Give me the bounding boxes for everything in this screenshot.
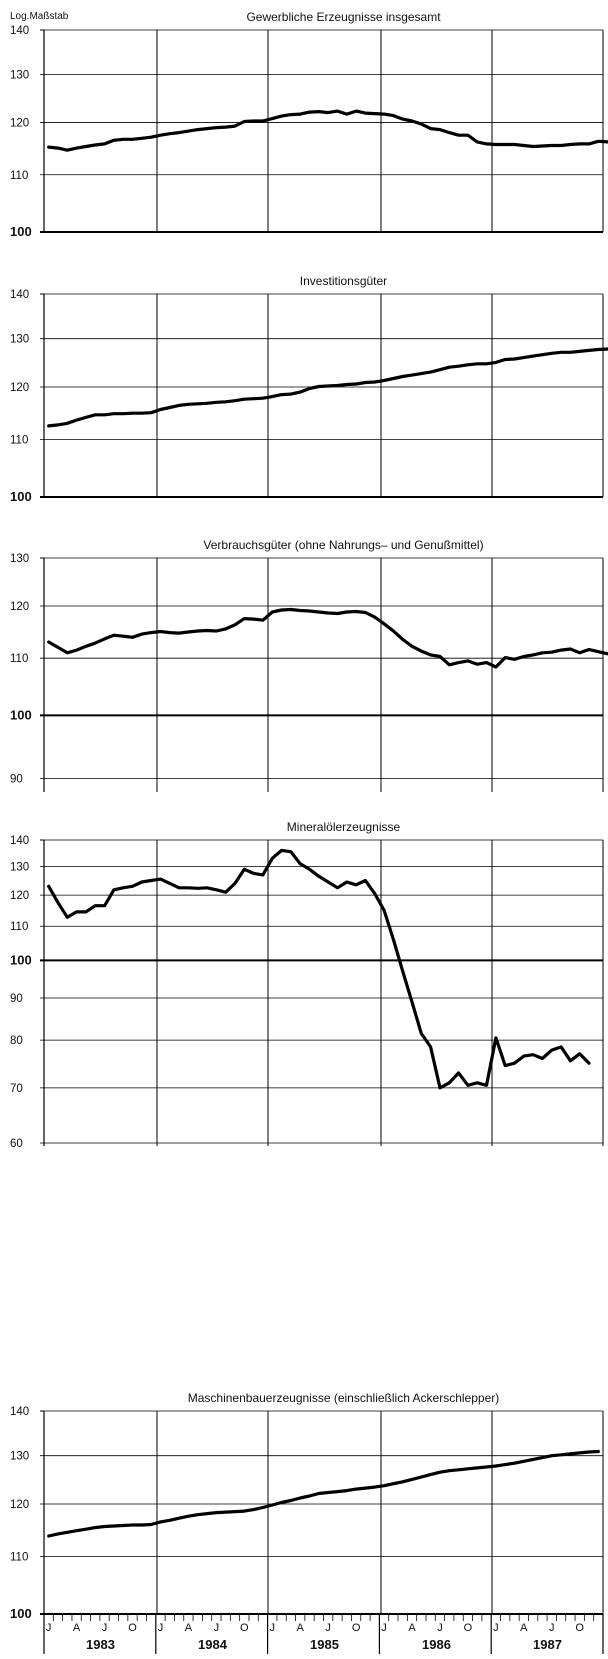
- panel-5-series-line: [47, 1449, 600, 1538]
- panel-4-title: Mineralölerzeugnisse: [287, 820, 401, 834]
- panel-1-ytick-120: 120: [10, 118, 29, 130]
- x-axis-year-label-1987: 1987: [533, 1637, 562, 1652]
- x-axis-month-label: A: [520, 1622, 528, 1634]
- panel-3-title: Verbrauchsgüter (ohne Nahrungs– und Genu…: [203, 538, 483, 552]
- x-axis-month-label: J: [270, 1622, 276, 1634]
- x-axis-month-label: A: [73, 1622, 81, 1634]
- panel-1-ytick-110: 110: [10, 170, 28, 182]
- panel-3-ytick-90: 90: [10, 774, 23, 786]
- x-axis-month-label: J: [214, 1622, 220, 1634]
- panel-1-ytick-140: 140: [10, 25, 29, 37]
- panel-4-ytick-110: 110: [10, 921, 28, 933]
- panel-3-ytick-100: 100: [10, 707, 32, 722]
- panel-3-ytick-130: 130: [10, 553, 29, 565]
- panel-4-ytick-90: 90: [10, 993, 23, 1005]
- x-axis-month-label: J: [158, 1622, 164, 1634]
- panel-4-ytick-70: 70: [10, 1083, 23, 1095]
- x-axis-month-label: A: [297, 1622, 305, 1634]
- x-axis-month-label: J: [437, 1622, 443, 1634]
- panel-2-series-line: [47, 347, 608, 428]
- x-axis-month-label: A: [408, 1622, 416, 1634]
- x-axis-month-label: J: [46, 1622, 52, 1634]
- log-scale-note: Log.Maßstab: [10, 11, 69, 22]
- x-axis-month-label: O: [464, 1622, 473, 1634]
- x-axis-month-label: O: [240, 1622, 249, 1634]
- panel-3-ytick-110: 110: [10, 653, 28, 665]
- panel-1-title: Gewerbliche Erzeugnisse insgesamt: [246, 10, 441, 24]
- panel-3-series-line: [47, 607, 608, 669]
- panel-1-series-line: [47, 109, 608, 152]
- x-axis-month-label: O: [352, 1622, 361, 1634]
- panel-2-ytick-100: 100: [10, 489, 32, 504]
- panel-2-ytick-140: 140: [10, 289, 29, 301]
- x-axis-month-label: J: [549, 1622, 555, 1634]
- panel-4-ytick-60: 60: [10, 1138, 23, 1150]
- x-axis-month-label: O: [575, 1622, 584, 1634]
- panel-4-ytick-120: 120: [10, 890, 29, 902]
- panel-2-ytick-120: 120: [10, 382, 29, 394]
- panel-1-ytick-100: 100: [10, 224, 32, 239]
- x-axis-month-label: J: [381, 1622, 387, 1634]
- x-axis-month-label: J: [325, 1622, 331, 1634]
- panel-4-ytick-130: 130: [10, 862, 29, 874]
- x-axis-month-label: O: [128, 1622, 137, 1634]
- panel-5-ytick-140: 140: [10, 1406, 29, 1418]
- x-axis-month-label: J: [102, 1622, 108, 1634]
- panel-2-ytick-130: 130: [10, 334, 29, 346]
- panel-5-ytick-100: 100: [10, 1606, 32, 1621]
- x-axis-year-label-1984: 1984: [198, 1637, 228, 1652]
- panel-4-ytick-80: 80: [10, 1035, 23, 1047]
- x-axis-year-label-1986: 1986: [422, 1637, 451, 1652]
- panel-5-title: Maschinenbauerzeugnisse (einschließlich …: [188, 1391, 500, 1405]
- panel-2-ytick-110: 110: [10, 434, 28, 446]
- panel-5-ytick-120: 120: [10, 1499, 29, 1511]
- panel-3-ytick-120: 120: [10, 601, 29, 613]
- panel-1-ytick-130: 130: [10, 69, 29, 81]
- panel-4-ytick-100: 100: [10, 952, 32, 967]
- x-axis-month-label: J: [493, 1622, 499, 1634]
- x-axis-year-label-1985: 1985: [310, 1637, 339, 1652]
- x-axis-month-label: A: [185, 1622, 193, 1634]
- x-axis-year-label-1983: 1983: [86, 1637, 115, 1652]
- panel-5-ytick-110: 110: [10, 1551, 28, 1563]
- panel-4-ytick-140: 140: [10, 835, 29, 847]
- panel-5-ytick-130: 130: [10, 1451, 29, 1463]
- panel-4-series-line: [47, 848, 591, 1090]
- panel-2-title: Investitionsgüter: [300, 274, 387, 288]
